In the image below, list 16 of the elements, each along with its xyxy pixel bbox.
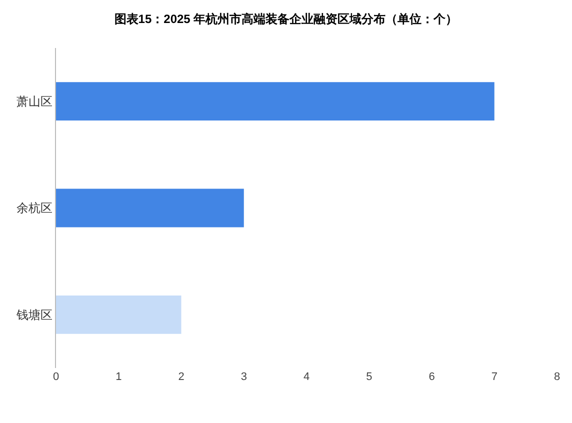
x-tick-label: 5 (366, 371, 372, 383)
x-tick-label: 0 (52, 371, 60, 383)
x-tick-label: 3 (240, 371, 247, 383)
y-tick-label: 钱塘区 (16, 308, 53, 322)
bar (56, 295, 182, 334)
y-tick-label: 萧山区 (16, 94, 53, 109)
x-tick-label: 8 (554, 371, 560, 383)
x-tick-label: 2 (178, 371, 184, 383)
y-tick-label: 余杭区 (16, 201, 53, 216)
bar (56, 82, 494, 121)
x-tick-label: 6 (428, 371, 435, 383)
chart-title: 图表15：2025 年杭州市高端装备企业融资区域分布（单位：个） (114, 12, 458, 26)
x-tick-label: 1 (116, 371, 122, 383)
x-tick-label: 7 (491, 371, 498, 383)
x-tick-label: 4 (303, 371, 310, 383)
bar (56, 188, 244, 228)
